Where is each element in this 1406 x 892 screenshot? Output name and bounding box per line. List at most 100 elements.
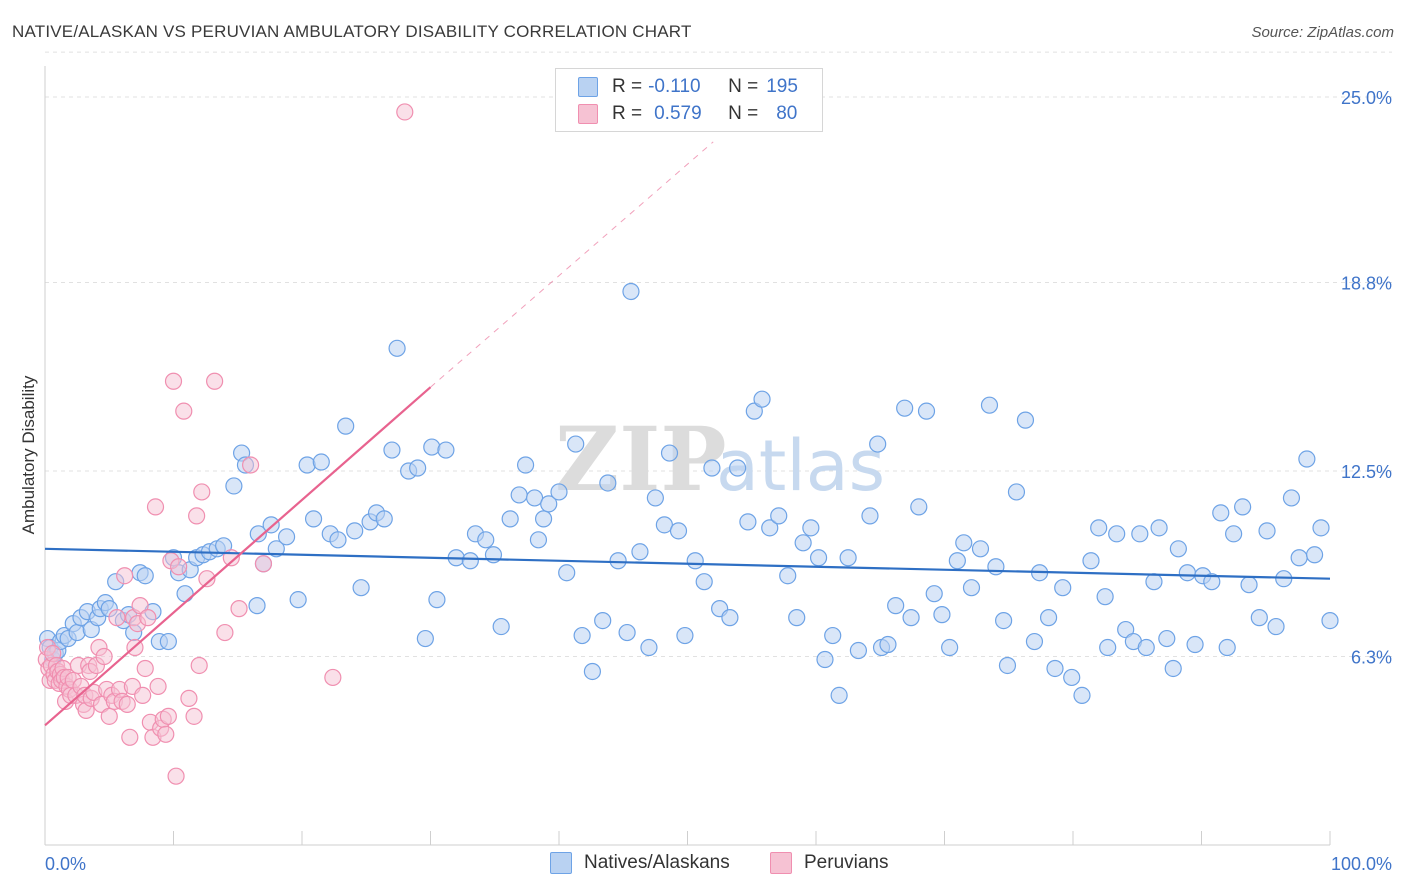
native-point: [1250, 609, 1268, 627]
native-point: [794, 534, 812, 552]
native-point: [1164, 659, 1182, 678]
native-point: [676, 626, 694, 645]
native-point: [1108, 525, 1126, 543]
peruvian-point: [108, 609, 126, 627]
peruvian-point: [136, 659, 154, 678]
native-point: [136, 567, 154, 585]
native-point: [437, 441, 455, 459]
bottom-legend-natives: Natives/Alaskans: [550, 852, 730, 874]
native-point: [1212, 504, 1230, 522]
native-point: [971, 540, 990, 558]
native-point: [1082, 552, 1100, 570]
legend-n-label: N =: [728, 76, 759, 97]
native-point: [1145, 573, 1163, 591]
native-point: [955, 534, 973, 552]
native-point: [739, 513, 757, 531]
peruvian-point: [216, 623, 234, 642]
legend-r-value: -0.110: [648, 76, 701, 97]
native-point: [428, 591, 446, 609]
peruvian-point: [159, 707, 177, 725]
native-point: [329, 531, 347, 549]
peruvian-point: [206, 372, 224, 390]
native-trend-line: [44, 547, 1331, 580]
native-point: [1225, 525, 1243, 543]
native-point: [646, 489, 664, 507]
native-point: [987, 558, 1005, 576]
native-point: [902, 609, 920, 627]
native-point: [534, 510, 553, 528]
native-point: [461, 552, 479, 570]
native-point: [887, 597, 905, 615]
legend-row-natives: R = -0.110 N = 195: [578, 75, 798, 99]
peruvian-point: [95, 647, 113, 666]
native-point: [1117, 620, 1135, 639]
native-point: [622, 282, 640, 301]
peruvian-point: [242, 456, 260, 474]
native-point: [745, 402, 763, 420]
peruvian-point: [254, 555, 273, 573]
peruvian-trend-extension: [430, 141, 714, 388]
peruvian-point: [139, 609, 157, 627]
native-point: [779, 567, 797, 585]
axis-labels: 6.3% 12.5% 18.8% 25.0% 0.0% 100.0% Ambulatory …: [19, 88, 1392, 874]
native-point: [337, 417, 355, 435]
native-point: [1073, 686, 1091, 705]
native-point: [267, 540, 285, 558]
native-point: [941, 638, 959, 657]
watermark: ZIP atlas: [555, 407, 885, 511]
grid-lines: [45, 51, 1392, 658]
native-point: [573, 626, 591, 645]
legend-r-label: R =: [612, 76, 643, 97]
native-point: [1096, 588, 1114, 606]
native-point: [830, 686, 848, 705]
native-point: [1267, 617, 1285, 636]
legend-swatch-peruvians: [578, 104, 598, 124]
y-axis-title: Ambulatory Disability: [19, 375, 38, 534]
native-point: [703, 459, 721, 477]
y-tick-label: 12.5%: [1341, 462, 1392, 482]
native-point: [298, 456, 316, 474]
x-tick-label-min: 0.0%: [45, 854, 86, 874]
native-point: [262, 516, 280, 534]
legend-n-value: 80: [776, 103, 798, 124]
native-point: [383, 441, 401, 459]
native-point: [788, 609, 806, 627]
native-point: [409, 459, 427, 477]
native-point: [1063, 668, 1081, 687]
peruvian-point: [131, 597, 149, 615]
native-point: [1282, 489, 1301, 507]
peruvian-point: [170, 558, 188, 576]
native-point: [1298, 450, 1316, 468]
native-point: [594, 611, 612, 630]
legend-r-value: 0.579: [654, 103, 702, 124]
native-point: [423, 438, 441, 456]
native-point: [388, 339, 406, 357]
peruvian-point: [324, 668, 342, 687]
native-point: [416, 629, 434, 648]
y-tick-label: 18.8%: [1341, 274, 1392, 294]
native-point: [695, 573, 713, 591]
native-point: [761, 519, 779, 537]
bottom-legend-swatch-peruvians: [770, 852, 792, 874]
source-label: Source: ZipAtlas.com: [1251, 24, 1394, 41]
native-point: [68, 623, 86, 642]
correlation-legend: R = -0.110 N = 195 R = 0.579 N = 80: [555, 68, 823, 132]
peruvian-point: [230, 600, 248, 618]
watermark-zip: ZIP: [555, 407, 727, 511]
native-point: [477, 531, 495, 549]
native-point: [1203, 573, 1221, 591]
native-point: [809, 549, 828, 567]
native-point: [896, 399, 914, 417]
native-point: [248, 597, 266, 615]
bottom-legend-label-peruvians: Peruvians: [804, 852, 889, 873]
native-point: [1054, 579, 1072, 597]
peruvian-point: [164, 372, 183, 390]
native-point: [1169, 540, 1187, 558]
native-point: [980, 396, 999, 414]
native-point: [998, 656, 1017, 675]
axes: [44, 66, 1331, 846]
peruvian-point: [167, 767, 185, 785]
native-point: [729, 459, 747, 477]
native-point: [1025, 632, 1044, 651]
peruvian-point: [118, 695, 136, 713]
